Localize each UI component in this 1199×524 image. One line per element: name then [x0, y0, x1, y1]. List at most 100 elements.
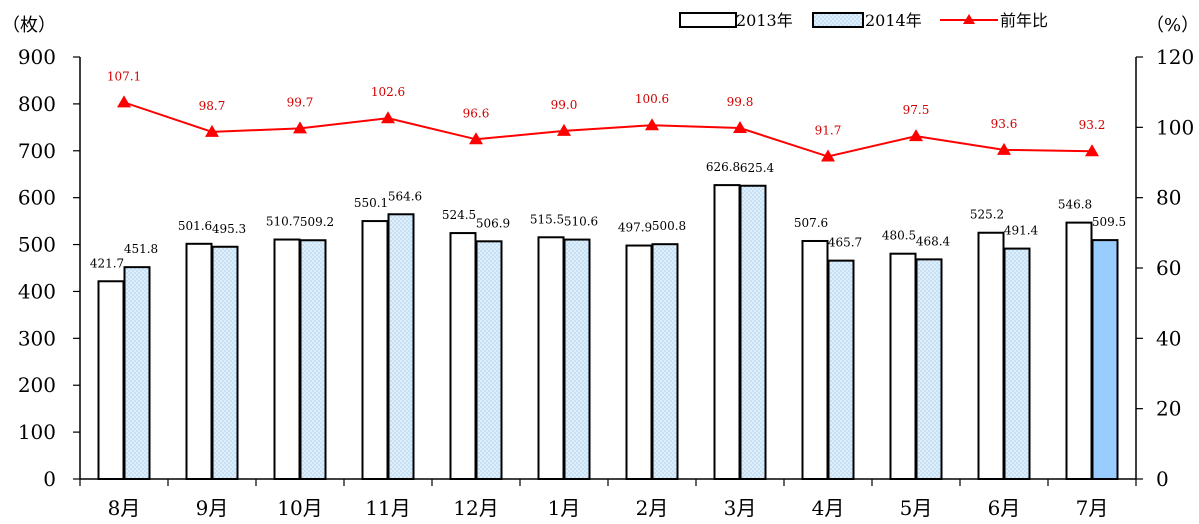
ratio-marker [997, 142, 1011, 155]
left-tick-label: 400 [18, 279, 56, 303]
ratio-marker [1085, 144, 1099, 157]
bar-2014 [739, 184, 767, 480]
bar-2014-label: 510.6 [564, 215, 598, 229]
bar-2014 [211, 245, 239, 480]
ratio-marker [645, 118, 659, 131]
bar-2014-label: 500.8 [652, 219, 686, 233]
ratio-label: 107.1 [107, 69, 141, 83]
bar-2013 [361, 220, 389, 481]
bar-2013 [977, 231, 1005, 480]
left-tick-label: 800 [18, 92, 56, 116]
bar-2013 [1065, 221, 1093, 481]
ratio-marker [381, 111, 395, 124]
bar-2014 [915, 258, 943, 480]
ratio-label: 98.7 [199, 99, 226, 113]
left-tick-label: 900 [18, 45, 56, 69]
ratio-marker [821, 149, 835, 162]
ratio-marker [469, 132, 483, 145]
bar-2013-label: 480.5 [882, 229, 916, 243]
legend-swatch-2014 [812, 12, 864, 28]
ratio-label: 99.8 [727, 95, 754, 109]
bar-2013-label: 524.5 [442, 208, 476, 222]
x-tick-label: 5月 [900, 496, 933, 520]
right-tick-label: 60 [1156, 256, 1181, 280]
bar-2014-label: 506.9 [476, 216, 510, 230]
bar-2014-label: 509.5 [1092, 215, 1126, 229]
bar-2013-label: 515.5 [530, 212, 564, 226]
bar-2013-label: 497.9 [618, 221, 652, 235]
ratio-label: 97.5 [903, 103, 930, 117]
ratio-marker [733, 121, 747, 134]
ratio-line: 107.1 98.7 99.7 102.6 96.6 99.0 100.6 99.8 91.7 9… [107, 69, 1106, 162]
ratio-label: 91.7 [815, 124, 842, 138]
right-tick-label: 100 [1156, 115, 1194, 139]
ratio-polyline [123, 101, 1093, 158]
x-tick-label: 9月 [196, 496, 229, 520]
bar-2013-label: 510.7 [266, 215, 300, 229]
bar-2013-label: 626.8 [706, 160, 740, 174]
bar-2014-label: 468.4 [916, 234, 951, 248]
left-tick-label: 700 [18, 139, 56, 163]
ratio-marker [293, 121, 307, 134]
bar-2014-label: 495.3 [212, 222, 246, 236]
legend-marker-ratio [963, 14, 975, 24]
bar-2014 [387, 213, 415, 481]
left-tick-label: 600 [18, 186, 56, 210]
bar-2014 [827, 259, 855, 481]
bar-2013 [537, 236, 565, 480]
ratio-label: 102.6 [371, 85, 405, 99]
right-tick-label: 40 [1156, 326, 1181, 350]
x-tick-label: 6月 [988, 496, 1021, 520]
bar-2014-label: 465.7 [828, 236, 862, 250]
x-tick-label: 3月 [724, 496, 757, 520]
ratio-marker [205, 124, 219, 137]
bar-2013-label: 546.8 [1058, 198, 1092, 212]
right-tick-label: 20 [1156, 397, 1181, 421]
left-tick-label: 0 [43, 467, 56, 491]
bar-2013 [889, 252, 917, 480]
x-tick-label: 4月 [812, 496, 845, 520]
bar-2013 [185, 242, 213, 480]
bars-2014 [123, 184, 1119, 481]
bar-2013 [449, 232, 477, 480]
x-tick-label: 11月 [365, 496, 410, 520]
ratio-label: 100.6 [635, 92, 669, 106]
ratio-label: 93.6 [991, 117, 1018, 131]
x-tick-label: 8月 [108, 496, 141, 520]
ratio-marker [557, 123, 571, 136]
bar-2014-label: 564.6 [388, 189, 422, 203]
bar-2014-label: 509.2 [300, 215, 334, 229]
bar-2013 [97, 280, 125, 480]
bar-2014 [1003, 247, 1031, 480]
bar-2014-label: 625.4 [740, 161, 775, 175]
right-tick-label: 0 [1156, 467, 1169, 491]
bar-2014 [563, 238, 591, 480]
x-tick-label: 12月 [453, 496, 498, 520]
ratio-label: 96.6 [463, 106, 490, 120]
legend-swatch-2013 [679, 12, 737, 28]
bar-2014 [475, 240, 503, 480]
left-tick-label: 200 [18, 373, 56, 397]
ratio-label: 93.2 [1079, 118, 1106, 132]
bar-2014 [1091, 239, 1119, 480]
bar-2013-label: 550.1 [354, 196, 388, 210]
bar-2014-label: 451.8 [124, 242, 158, 256]
left-tick-label: 300 [18, 326, 56, 350]
axes: 0 100 200 300 400 500 600 700 800 900 0 20 40 60 80 100… [18, 45, 1194, 520]
ratio-marker [117, 95, 131, 108]
x-tick-label: 7月 [1076, 496, 1109, 520]
x-tick-label: 10月 [277, 496, 322, 520]
bar-2013 [273, 238, 301, 480]
bar-2014 [123, 266, 151, 480]
left-axis-unit: （枚） [2, 15, 56, 36]
ratio-label: 99.0 [551, 98, 578, 112]
right-tick-label: 120 [1156, 45, 1194, 69]
left-tick-label: 500 [18, 233, 56, 257]
legend-label-2014: 2014年 [865, 11, 922, 30]
bar-2013-label: 525.2 [970, 208, 1004, 222]
bar-2013 [801, 239, 829, 480]
legend: 2013年 2014年 前年比 [679, 11, 1048, 30]
bars-2013 [97, 184, 1093, 481]
